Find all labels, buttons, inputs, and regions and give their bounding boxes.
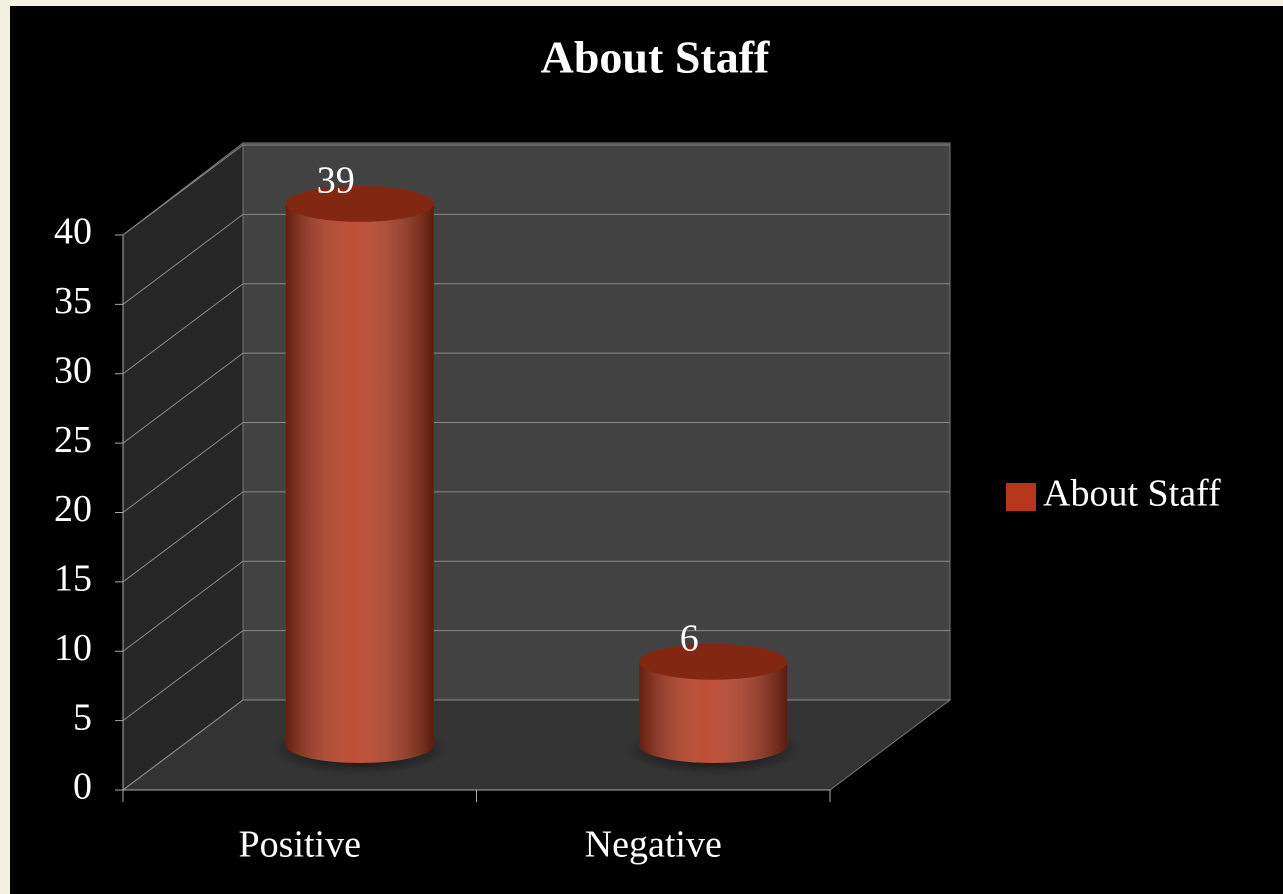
- y-tick-label: 15: [54, 558, 92, 600]
- grid-line-side: [122, 491, 244, 583]
- bar-shade: [639, 661, 788, 763]
- bar-top: [639, 643, 788, 680]
- grid-line-side: [122, 699, 244, 791]
- y-tick-label: 0: [73, 766, 92, 808]
- y-tick-label: 25: [54, 419, 92, 461]
- x-tick-label: Positive: [239, 824, 361, 866]
- grid-line-side: [122, 213, 244, 305]
- floor: [121, 699, 952, 791]
- chart-title: About Staff: [541, 32, 770, 83]
- y-tick-label: 10: [54, 627, 92, 669]
- legend-label: About Staff: [1043, 473, 1221, 515]
- y-tick-label: 20: [54, 488, 92, 530]
- data-label: 6: [680, 617, 699, 659]
- grid-line-side: [122, 422, 244, 513]
- data-label: 39: [317, 160, 355, 202]
- y-tick-label: 5: [73, 696, 92, 738]
- y-tick-label: 40: [54, 211, 92, 253]
- bar-top: [285, 185, 434, 222]
- bar-shade: [285, 203, 434, 763]
- grid-line-side: [122, 283, 244, 375]
- y-tick-label: 35: [54, 280, 92, 322]
- grid-line-side: [122, 630, 244, 722]
- side-wall: [122, 141, 244, 791]
- grid-line-side: [122, 144, 244, 236]
- y-tick-label: 30: [54, 349, 92, 391]
- bar-top-shade: [639, 643, 788, 680]
- grid-line-side: [122, 560, 244, 652]
- x-tick-label: Negative: [585, 824, 722, 866]
- legend-swatch: [1006, 483, 1036, 511]
- bar-top-shade: [285, 185, 434, 222]
- grid-line-side: [122, 352, 244, 444]
